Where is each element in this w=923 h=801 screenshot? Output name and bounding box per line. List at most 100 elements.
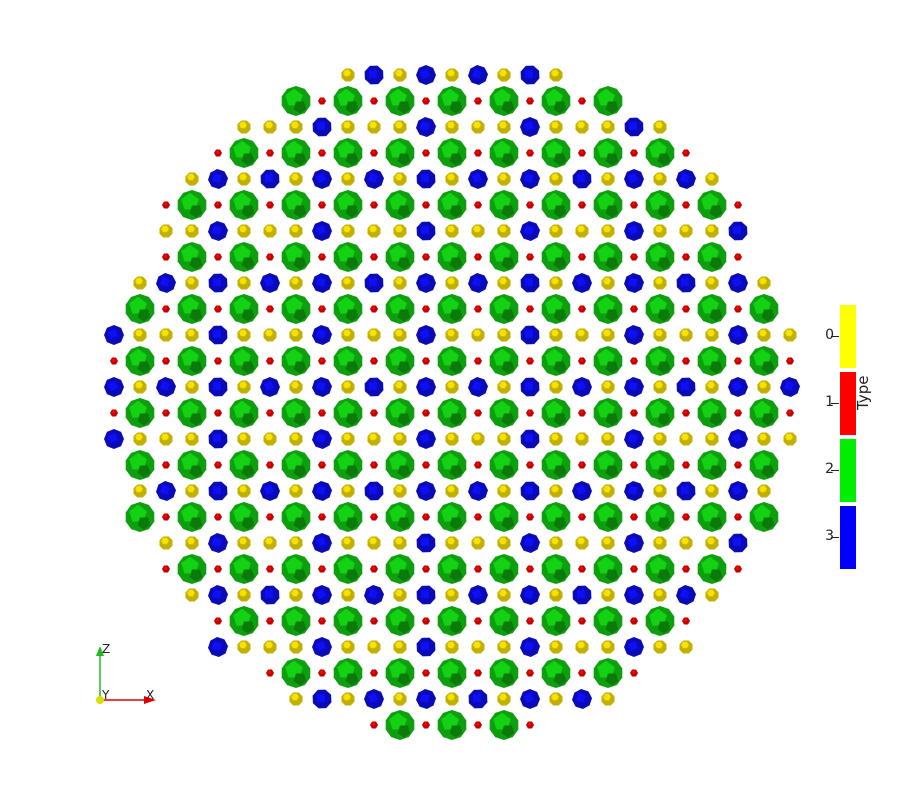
type2-particle-shadow-facet bbox=[501, 569, 515, 582]
type1-particle-facet bbox=[371, 618, 376, 623]
type1-particle-facet bbox=[735, 462, 740, 467]
particle-type-1 bbox=[578, 409, 586, 417]
type3-particle-facet bbox=[107, 380, 119, 392]
particle-type-1 bbox=[422, 305, 430, 313]
type2-particle-facet bbox=[545, 296, 563, 314]
type1-particle-facet bbox=[163, 410, 168, 415]
type2-particle-shadow-facet bbox=[345, 205, 359, 218]
type0-particle-facet bbox=[473, 121, 481, 129]
type2-particle-shadow-facet bbox=[605, 205, 619, 218]
particle-type-1 bbox=[734, 409, 742, 417]
type0-particle-facet bbox=[603, 433, 611, 441]
type0-particle-facet bbox=[187, 485, 195, 493]
type2-particle-facet bbox=[649, 244, 667, 262]
type1-particle-facet bbox=[371, 514, 376, 519]
particle-type-0 bbox=[549, 640, 563, 654]
particle-type-3 bbox=[208, 221, 228, 241]
type2-particle-facet bbox=[181, 556, 199, 574]
type2-particle-facet bbox=[545, 608, 563, 626]
type0-particle-facet bbox=[759, 277, 767, 285]
type3-particle-facet bbox=[524, 641, 534, 651]
type2-particle-shadow-facet bbox=[293, 621, 307, 634]
particle-type-1 bbox=[682, 253, 690, 261]
type2-particle-shadow-facet bbox=[293, 361, 307, 374]
type3-particle-facet bbox=[628, 381, 638, 391]
particle-type-2 bbox=[281, 398, 311, 428]
particle-type-2 bbox=[385, 658, 415, 688]
type2-particle-facet bbox=[441, 244, 459, 262]
type2-particle-shadow-facet bbox=[501, 257, 515, 270]
particle-type-2 bbox=[437, 554, 467, 584]
type1-particle-facet bbox=[371, 202, 376, 207]
particle-type-2 bbox=[593, 346, 623, 376]
type1-particle-facet bbox=[371, 254, 376, 259]
particle-type-1 bbox=[162, 409, 170, 417]
particle-type-3 bbox=[468, 481, 488, 501]
particle-type-2 bbox=[697, 294, 727, 324]
particle-type-3 bbox=[520, 689, 540, 709]
type2-particle-shadow-facet bbox=[345, 465, 359, 478]
type2-particle-shadow-facet bbox=[657, 153, 671, 166]
type2-particle-shadow-facet bbox=[449, 673, 463, 686]
type0-particle-facet bbox=[655, 277, 663, 285]
particle-type-2 bbox=[385, 86, 415, 116]
type0-particle-facet bbox=[239, 329, 247, 337]
particle-type-0 bbox=[185, 588, 199, 602]
type3-particle-facet bbox=[681, 278, 689, 286]
type3-particle-facet bbox=[577, 174, 585, 182]
particle-type-1 bbox=[214, 357, 222, 365]
particle-type-0 bbox=[341, 432, 355, 446]
type3-particle-facet bbox=[263, 380, 275, 392]
particle-type-1 bbox=[266, 565, 274, 573]
type1-particle-facet bbox=[215, 254, 220, 259]
type2-particle-facet bbox=[493, 348, 511, 366]
type2-particle-facet bbox=[597, 556, 615, 574]
type1-particle-facet bbox=[527, 306, 532, 311]
type0-particle-facet bbox=[707, 589, 715, 597]
type0-particle-facet bbox=[655, 485, 663, 493]
type2-particle-facet bbox=[597, 140, 615, 158]
particle-type-0 bbox=[185, 484, 199, 498]
type1-particle-facet bbox=[371, 306, 376, 311]
particle-type-3 bbox=[416, 585, 436, 605]
type2-particle-facet bbox=[493, 608, 511, 626]
particle-type-0 bbox=[289, 692, 303, 706]
particle-type-1 bbox=[786, 409, 794, 417]
particle-type-1 bbox=[630, 357, 638, 365]
particle-type-1 bbox=[734, 461, 742, 469]
type2-particle-facet bbox=[701, 348, 719, 366]
type1-particle-facet bbox=[475, 358, 480, 363]
particle-type-1 bbox=[162, 253, 170, 261]
particle-type-0 bbox=[549, 692, 563, 706]
type0-particle-facet bbox=[655, 121, 663, 129]
particle-type-1 bbox=[474, 97, 482, 105]
type2-particle-facet bbox=[181, 400, 199, 418]
particle-type-2 bbox=[333, 190, 363, 220]
type1-particle-facet bbox=[215, 462, 220, 467]
type1-particle-facet bbox=[267, 306, 272, 311]
particle-type-2 bbox=[489, 658, 519, 688]
type3-particle-facet bbox=[471, 172, 483, 184]
particle-type-0 bbox=[601, 328, 615, 342]
type1-particle-facet bbox=[371, 566, 376, 571]
particle-type-3 bbox=[624, 585, 644, 605]
particle-type-1 bbox=[526, 253, 534, 261]
particle-type-3 bbox=[520, 533, 540, 553]
particle-type-0 bbox=[289, 380, 303, 394]
particle-type-1 bbox=[630, 201, 638, 209]
type0-particle-facet bbox=[603, 485, 611, 493]
type3-particle-facet bbox=[419, 484, 431, 496]
type2-particle-shadow-facet bbox=[449, 413, 463, 426]
particle-type-1 bbox=[422, 461, 430, 469]
particle-type-0 bbox=[549, 172, 563, 186]
type0-particle-facet bbox=[655, 381, 663, 389]
particle-type-2 bbox=[385, 138, 415, 168]
type1-particle-facet bbox=[319, 150, 324, 155]
type2-particle-shadow-facet bbox=[657, 205, 671, 218]
particle-type-2 bbox=[645, 138, 675, 168]
type0-particle-facet bbox=[395, 329, 403, 337]
particle-type-2 bbox=[593, 190, 623, 220]
particle-type-2 bbox=[749, 502, 779, 532]
